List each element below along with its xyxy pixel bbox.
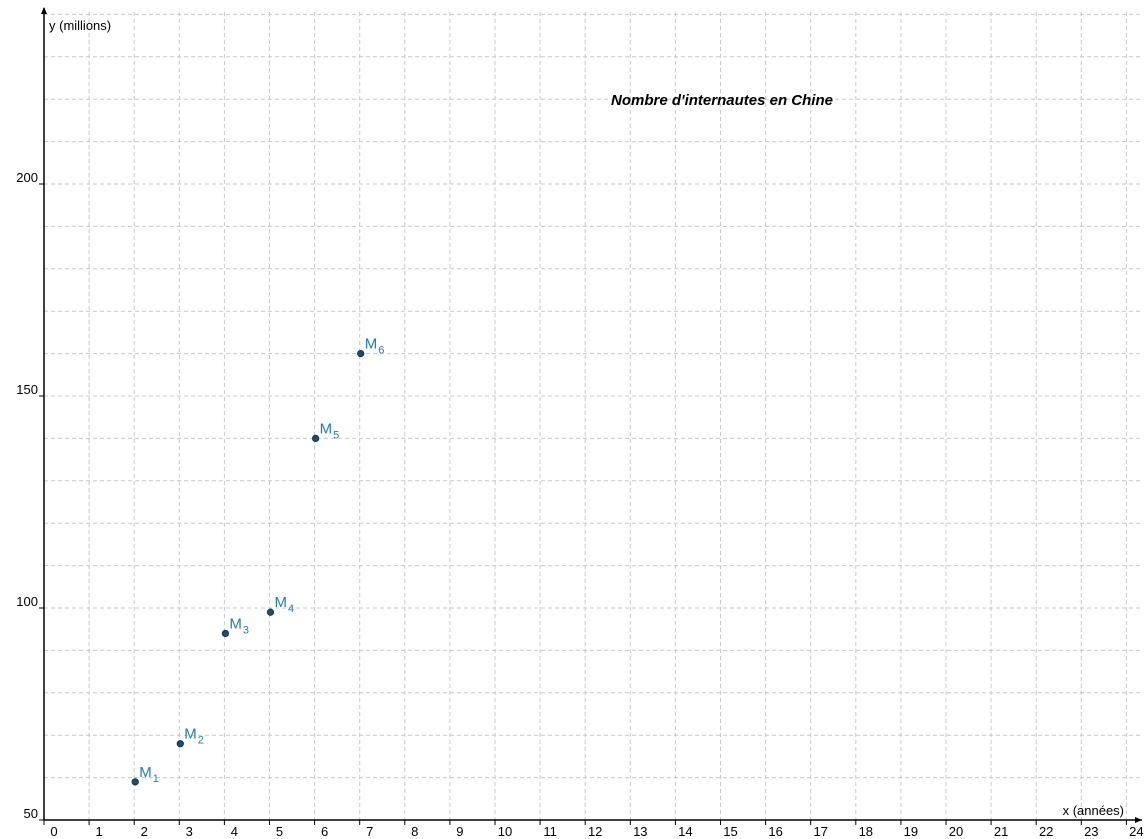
data-point-m6 <box>357 349 365 358</box>
x-tick-label: 2 <box>141 824 148 839</box>
point-label-m5: M5 <box>320 420 340 441</box>
x-tick-label: 1 <box>95 824 102 839</box>
x-tick-label: 15 <box>723 824 737 839</box>
chart-title: Nombre d'internautes en Chine <box>611 92 833 109</box>
y-tick-label: 50 <box>24 806 38 821</box>
x-tick-label: 4 <box>231 824 238 839</box>
x-axis-title: x (années) <box>1063 803 1124 818</box>
x-tick-label: 23 <box>1084 824 1098 839</box>
x-tick-label: 3 <box>186 824 193 839</box>
y-tick-label: 150 <box>16 382 38 397</box>
data-point-m5 <box>311 434 320 442</box>
x-axis-arrow <box>1135 817 1142 823</box>
point-label-m1: M1 <box>139 764 159 785</box>
x-tick-label: 10 <box>498 824 512 839</box>
x-tick-label: 24 <box>1129 824 1143 839</box>
grid <box>44 12 1140 820</box>
x-tick-label: 11 <box>543 824 557 839</box>
point-label-m3: M3 <box>229 615 249 636</box>
x-tick-label: 5 <box>276 824 283 839</box>
data-point-m2 <box>176 740 184 748</box>
data-point-m4 <box>266 608 275 616</box>
data-point-m3 <box>221 629 229 638</box>
x-tick-label: 12 <box>588 824 602 839</box>
data-point-m1 <box>131 778 139 786</box>
x-tick-label: 9 <box>456 824 463 839</box>
y-axis-title: y (millions) <box>49 18 111 33</box>
x-tick-label: 6 <box>321 824 328 839</box>
x-tick-label: 19 <box>904 824 918 839</box>
point-label-m4: M4 <box>275 594 295 615</box>
y-axis-arrow <box>41 7 47 14</box>
x-tick-label: 7 <box>366 824 373 839</box>
point-label-m2: M2 <box>184 726 204 747</box>
x-tick-label: 22 <box>1039 824 1053 839</box>
data-points: M1M2M3M4M5M6M7M8 <box>131 336 384 786</box>
x-tick-label: 8 <box>411 824 418 839</box>
x-tick-label: 20 <box>949 824 963 839</box>
x-tick-label: 21 <box>994 824 1008 839</box>
y-tick-label: 100 <box>16 594 38 609</box>
tick-labels: 0 1 2 3 4 5 6 7 8 9 10 11 12 13 14 15 16 17 18 19 20 21 22 23 24… <box>16 170 1143 839</box>
x-tick-label: 14 <box>678 824 692 839</box>
y-tick-label: 200 <box>16 170 38 185</box>
x-tick-label: 17 <box>813 824 827 839</box>
x-tick-label: 18 <box>859 824 873 839</box>
x-tick-label: 0 <box>50 824 57 839</box>
axes <box>41 7 1142 823</box>
x-tick-label: 16 <box>768 824 782 839</box>
x-tick-label: 13 <box>633 824 647 839</box>
